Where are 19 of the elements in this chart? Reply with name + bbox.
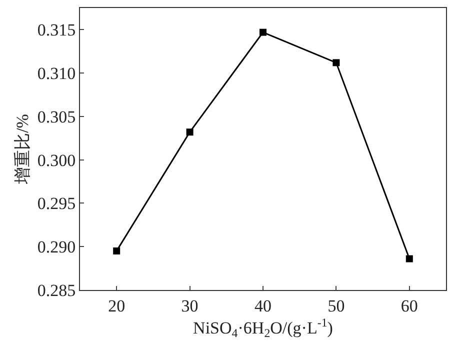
y-axis-title: 增重比/%: [12, 114, 32, 185]
point: [260, 28, 266, 36]
y-tick-label: 0.305: [37, 107, 76, 126]
y-tick-label: 0.300: [37, 150, 76, 170]
point: [406, 255, 413, 262]
x-axis-title: NiSO$_{4}$·6H$_{2}$O/(g·L$^{-1}$): [193, 315, 333, 340]
x-tick-label: 60: [400, 296, 418, 316]
y-tick-label: 0.315: [37, 20, 76, 40]
y-tick-label: 0.295: [37, 194, 76, 214]
x-tick-label: 50: [328, 296, 345, 316]
x-tick-label: 20: [108, 296, 126, 316]
point: [186, 128, 194, 136]
y-tick-label: 0.290: [37, 238, 76, 257]
x-tick-label: 40: [254, 296, 272, 316]
point: [332, 59, 340, 66]
x-tick-label: 30: [181, 296, 198, 316]
y-tick-label: 0.285: [37, 280, 76, 300]
point: [113, 247, 120, 254]
y-tick-label: 0.310: [37, 64, 76, 84]
